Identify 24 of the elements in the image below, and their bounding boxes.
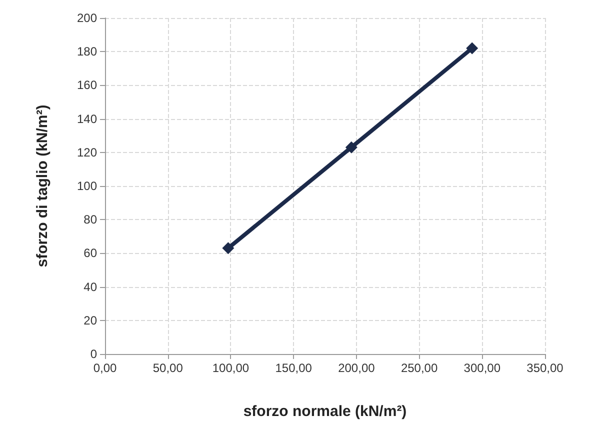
x-tick-label: 100,00 — [212, 361, 250, 375]
y-tick-label: 60 — [84, 246, 98, 260]
y-tick-label: 20 — [84, 313, 98, 328]
y-axis-title: sforzo di taglio (kN/m²) — [34, 104, 51, 268]
point — [466, 42, 478, 54]
y-tick-label: 140 — [76, 112, 98, 126]
point — [222, 242, 234, 254]
x-tick-label: 300,00 — [464, 361, 501, 375]
x-tick-label: 50,00 — [152, 361, 184, 375]
y-tick-label: 200 — [76, 11, 98, 25]
x-tick-label: 250,00 — [400, 361, 438, 375]
y-tick-label: 180 — [76, 44, 98, 59]
y-tick-label: 80 — [84, 212, 98, 227]
y-tick-label: 120 — [76, 145, 98, 160]
x-tick-label: 0,00 — [93, 361, 117, 375]
y-tick-label: 40 — [84, 280, 98, 294]
y-tick-label: 160 — [76, 78, 98, 92]
x-tick-label: 200,00 — [338, 361, 376, 375]
y-tick-label: 0 — [90, 347, 98, 361]
point — [345, 141, 358, 154]
x-tick-label: 150,00 — [275, 361, 312, 375]
x-axis-title: sforzo normale (kN/m²) — [243, 403, 407, 420]
x-tick-label: 350,00 — [526, 361, 564, 375]
y-tick-label: 100 — [76, 179, 98, 193]
